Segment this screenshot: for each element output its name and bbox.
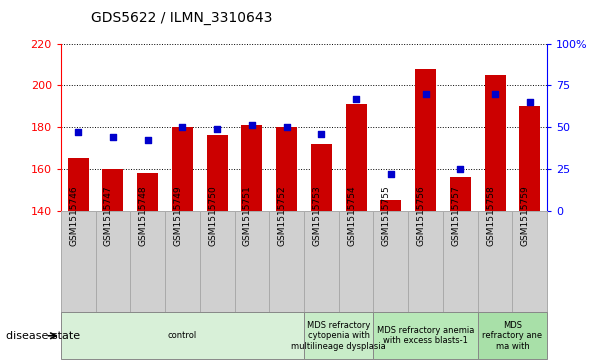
Text: GSM1515754: GSM1515754 [347, 185, 356, 246]
Point [421, 91, 430, 97]
Bar [373, 312, 478, 359]
Bar [339, 211, 373, 312]
Text: GSM1515756: GSM1515756 [416, 185, 426, 246]
Bar [269, 211, 304, 312]
Bar [373, 211, 408, 312]
Bar [165, 211, 200, 312]
Text: control: control [168, 331, 197, 340]
Point [212, 126, 222, 132]
Bar [304, 211, 339, 312]
Text: GSM1515752: GSM1515752 [278, 185, 286, 246]
Bar [485, 75, 505, 211]
Text: GSM1515747: GSM1515747 [104, 185, 113, 246]
Bar [95, 211, 130, 312]
Bar [61, 312, 304, 359]
Text: GSM1515749: GSM1515749 [173, 185, 182, 246]
Bar [346, 104, 367, 211]
Text: GSM1515757: GSM1515757 [451, 185, 460, 246]
Point [455, 166, 465, 172]
Text: GSM1515746: GSM1515746 [69, 185, 78, 246]
Bar [103, 169, 123, 211]
Bar [137, 173, 158, 211]
Bar [450, 177, 471, 211]
Point [282, 124, 291, 130]
Point [525, 99, 534, 105]
Point [143, 138, 153, 143]
Bar [207, 135, 227, 211]
Text: disease state: disease state [6, 331, 80, 341]
Bar [478, 312, 547, 359]
Text: GSM1515748: GSM1515748 [139, 185, 148, 246]
Bar [235, 211, 269, 312]
Text: MDS
refractory ane
ma with: MDS refractory ane ma with [482, 321, 542, 351]
Text: GSM1515751: GSM1515751 [243, 185, 252, 246]
Bar [67, 158, 89, 211]
Point [108, 134, 118, 140]
Text: GDS5622 / ILMN_3310643: GDS5622 / ILMN_3310643 [91, 11, 272, 25]
Bar [408, 211, 443, 312]
Bar [276, 127, 297, 211]
Bar [172, 127, 193, 211]
Point [386, 171, 396, 177]
Point [74, 129, 83, 135]
Text: GSM1515750: GSM1515750 [208, 185, 217, 246]
Text: GSM1515758: GSM1515758 [486, 185, 495, 246]
Bar [381, 200, 401, 211]
Bar [513, 211, 547, 312]
Bar [130, 211, 165, 312]
Bar [519, 106, 541, 211]
Bar [200, 211, 235, 312]
Point [178, 124, 187, 130]
Point [490, 91, 500, 97]
Point [247, 122, 257, 128]
Bar [415, 69, 436, 211]
Text: GSM1515755: GSM1515755 [382, 185, 391, 246]
Bar [241, 125, 262, 211]
Point [317, 131, 326, 136]
Text: MDS refractory anemia
with excess blasts-1: MDS refractory anemia with excess blasts… [377, 326, 474, 346]
Text: GSM1515753: GSM1515753 [313, 185, 322, 246]
Text: MDS refractory
cytopenia with
multilineage dysplasia: MDS refractory cytopenia with multilinea… [291, 321, 386, 351]
Point [351, 96, 361, 102]
Bar [61, 211, 95, 312]
Bar [478, 211, 513, 312]
Text: GSM1515759: GSM1515759 [521, 185, 530, 246]
Bar [443, 211, 478, 312]
Bar [304, 312, 373, 359]
Bar [311, 144, 332, 211]
